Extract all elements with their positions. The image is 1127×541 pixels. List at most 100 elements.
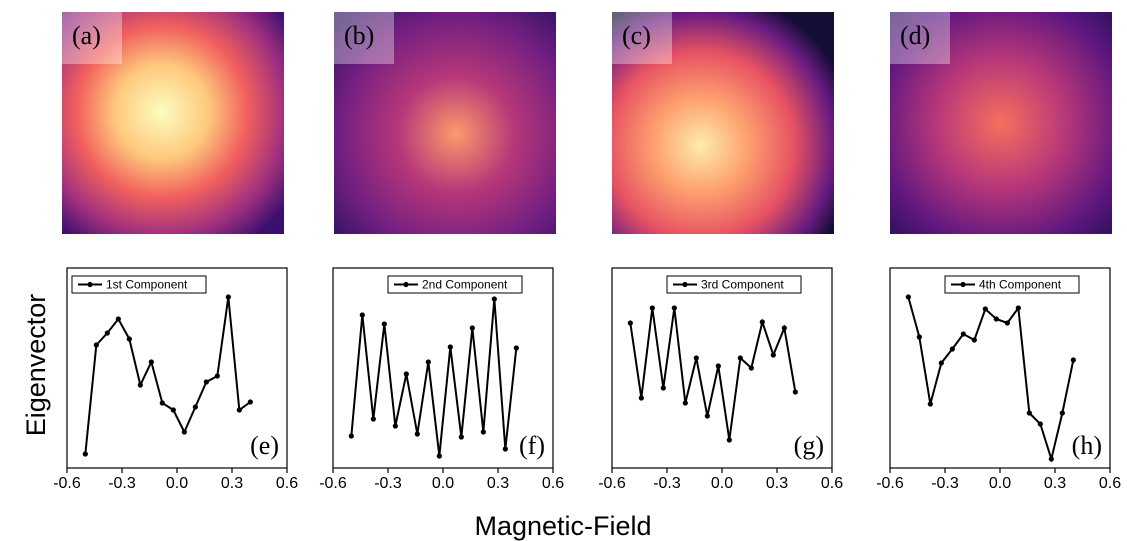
- data-point: [126, 336, 132, 342]
- legend-box: [666, 275, 802, 294]
- data-point: [792, 389, 798, 395]
- data-point: [403, 371, 409, 377]
- image-row: (a) (b) (c) (d): [62, 12, 1112, 234]
- legend-label: 2nd Component: [422, 278, 508, 292]
- data-point: [247, 399, 253, 405]
- chart-panel: -0.6 -0.3 0.0 0.3 0.6 2nd Component (f): [319, 267, 564, 492]
- label-backdrop: [62, 12, 122, 64]
- label-backdrop: [890, 12, 950, 64]
- data-point: [682, 400, 688, 406]
- data-point: [392, 423, 398, 429]
- data-point: [502, 446, 508, 452]
- data-point: [1037, 421, 1043, 427]
- data-point: [993, 316, 999, 322]
- data-point: [192, 404, 198, 410]
- data-point: [458, 434, 464, 440]
- legend-marker: [960, 281, 966, 288]
- y-axis-title: Eigenvector: [21, 294, 51, 437]
- data-point: [693, 355, 699, 361]
- data-point: [649, 305, 655, 311]
- x-tick-label: 0.6: [821, 475, 843, 492]
- panel-annotation: (g): [794, 431, 824, 460]
- panel-label: (c): [622, 21, 651, 50]
- x-tick-label: -0.3: [374, 475, 402, 492]
- x-tick-label: 0.3: [1044, 475, 1066, 492]
- data-point: [381, 321, 387, 327]
- series-line: [629, 307, 797, 441]
- panel-annotation: (f): [519, 431, 545, 460]
- heatmap-image: [612, 12, 834, 234]
- data-point: [1004, 320, 1010, 326]
- data-point: [905, 294, 911, 300]
- heatmap-image: [334, 12, 556, 234]
- x-tick-label: 0.0: [989, 475, 1011, 492]
- data-point: [627, 320, 633, 326]
- data-point: [916, 334, 922, 340]
- legend-marker: [682, 281, 688, 288]
- data-point: [491, 296, 497, 302]
- x-tick-label: -0.6: [876, 475, 904, 492]
- x-tick-label: 0.0: [432, 475, 454, 492]
- chart-panel: -0.6 -0.3 0.0 0.3 0.6 1st Component (e): [53, 267, 298, 492]
- chart-panel: -0.6 -0.3 0.0 0.3 0.6 3rd Component (g): [598, 267, 843, 492]
- data-point: [425, 359, 431, 365]
- x-tick-label: -0.3: [108, 475, 136, 492]
- legend-marker: [403, 281, 409, 288]
- chart-panel: -0.6 -0.3 0.0 0.3 0.6 4th Component (h): [876, 267, 1121, 492]
- data-point: [638, 395, 644, 401]
- data-point: [93, 342, 99, 348]
- data-point: [715, 363, 721, 369]
- data-point: [704, 413, 710, 419]
- label-backdrop: [334, 12, 394, 64]
- legend-box: [944, 275, 1080, 294]
- data-point: [181, 429, 187, 435]
- x-tick-label: 0.3: [487, 475, 509, 492]
- data-point: [159, 400, 165, 406]
- data-point: [170, 407, 176, 413]
- data-point: [726, 437, 732, 443]
- data-point: [927, 401, 933, 407]
- x-tick-label: 0.6: [1099, 475, 1121, 492]
- data-point: [971, 337, 977, 343]
- data-point: [203, 379, 209, 385]
- legend-label: 1st Component: [106, 278, 188, 292]
- x-tick-label: 0.6: [276, 475, 298, 492]
- data-point: [1070, 357, 1076, 363]
- data-point: [781, 325, 787, 331]
- data-point: [671, 305, 677, 311]
- data-point: [414, 431, 420, 437]
- data-point: [960, 331, 966, 337]
- x-tick-label: -0.6: [319, 475, 347, 492]
- data-point: [348, 433, 354, 439]
- data-point: [949, 346, 955, 352]
- data-point: [737, 355, 743, 361]
- x-axis-title: Magnetic-Field: [474, 511, 651, 541]
- data-point: [480, 429, 486, 435]
- series-line: [84, 296, 251, 455]
- legend-marker: [87, 281, 93, 288]
- data-point: [115, 316, 121, 322]
- data-point: [938, 360, 944, 366]
- data-point: [759, 319, 765, 325]
- data-point: [660, 385, 666, 391]
- data-point: [370, 416, 376, 422]
- x-tick-label: 0.6: [542, 475, 564, 492]
- data-point: [1026, 410, 1032, 416]
- data-point: [770, 352, 776, 358]
- panel-annotation: (h): [1072, 431, 1102, 460]
- panel-label: (b): [344, 21, 374, 50]
- data-point: [214, 373, 220, 379]
- x-tick-label: 0.3: [766, 475, 788, 492]
- data-point: [982, 306, 988, 312]
- x-tick-label: -0.3: [653, 475, 681, 492]
- legend-box: [71, 275, 207, 294]
- series-line: [350, 298, 518, 457]
- data-point: [137, 382, 143, 388]
- data-point: [148, 359, 154, 365]
- data-point: [469, 325, 475, 331]
- data-point: [1059, 410, 1065, 416]
- series-line: [907, 296, 1075, 463]
- legend-label: 4th Component: [979, 278, 1062, 292]
